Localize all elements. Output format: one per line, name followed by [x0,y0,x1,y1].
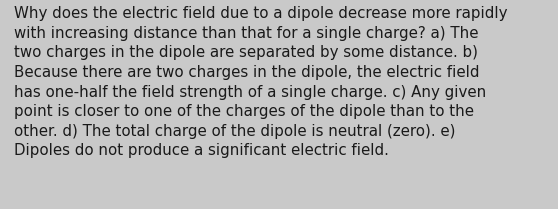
Text: Why does the electric field due to a dipole decrease more rapidly
with increasin: Why does the electric field due to a dip… [14,6,507,158]
